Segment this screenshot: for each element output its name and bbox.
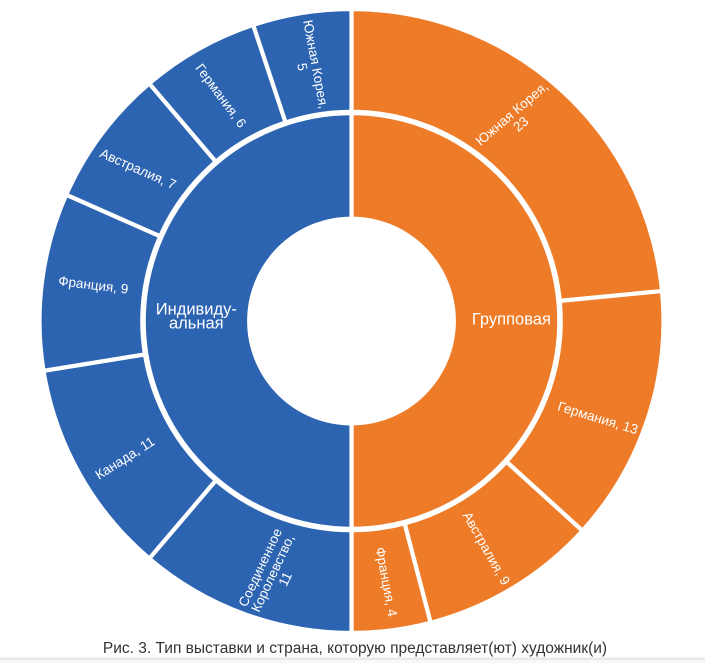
svg-text:Рис. 3. Тип выставки и страна,: Рис. 3. Тип выставки и страна, которую п… [103,640,607,657]
svg-text:Групповая: Групповая [472,311,551,329]
svg-text:Индивиду-альная: Индивиду-альная [156,301,237,333]
